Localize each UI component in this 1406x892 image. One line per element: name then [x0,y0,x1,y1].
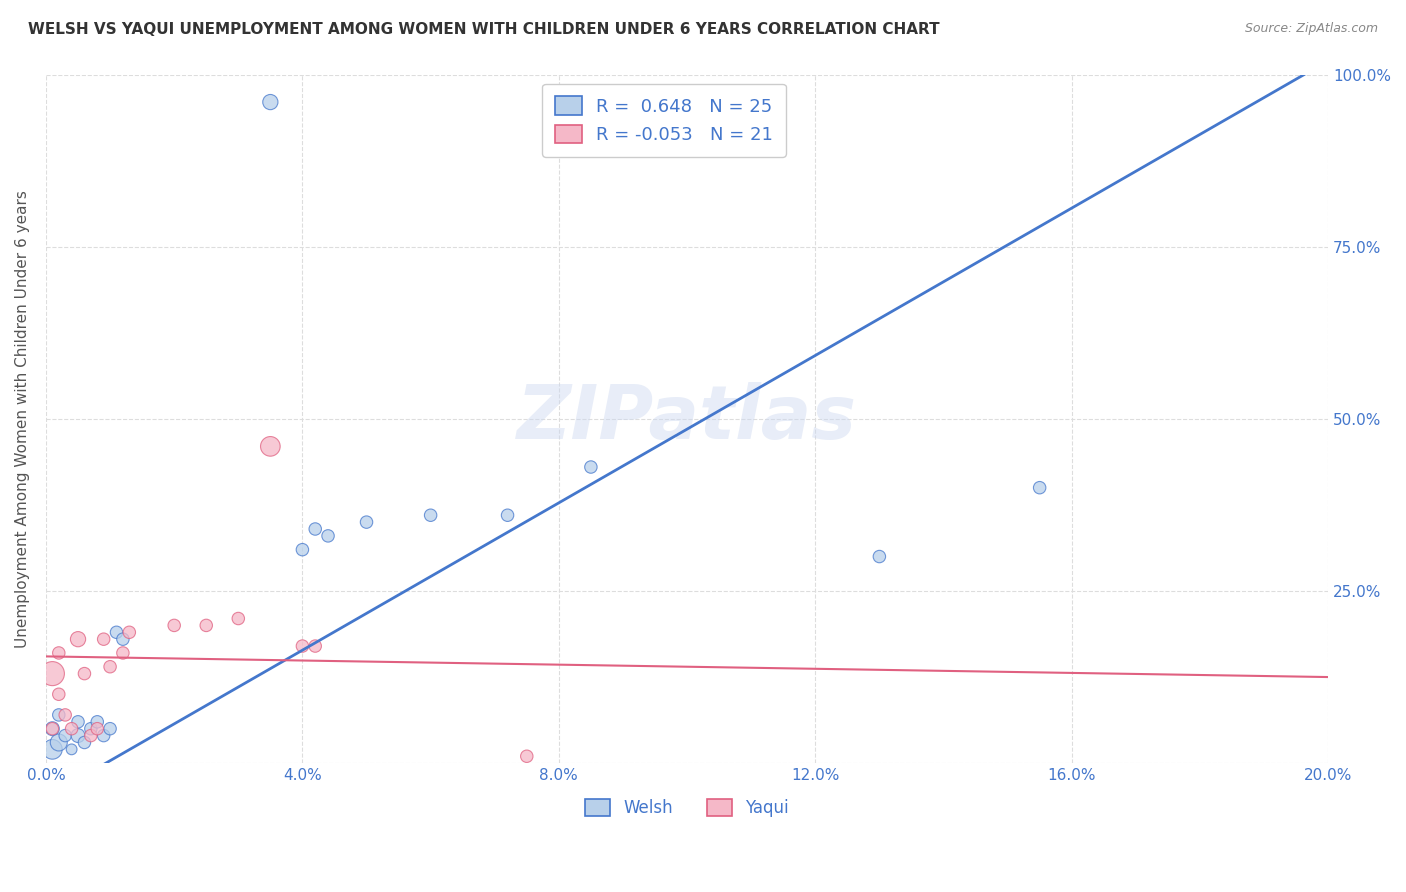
Point [259,439,281,453]
Point [48,687,70,701]
Text: ZIPatlas: ZIPatlas [517,383,858,455]
Point [73,735,96,749]
Point [93,632,115,647]
Point [868,549,890,564]
Point [80,722,103,736]
Point [41,722,63,736]
Point [98,722,121,736]
Point [195,618,218,632]
Point [105,625,128,640]
Point [291,542,314,557]
Point [118,625,141,640]
Point [304,639,326,653]
Text: Source: ZipAtlas.com: Source: ZipAtlas.com [1244,22,1378,36]
Point [86,722,108,736]
Point [66,729,89,743]
Point [48,707,70,722]
Point [516,749,538,764]
Point [86,714,108,729]
Point [1028,481,1050,495]
Point [48,735,70,749]
Point [304,522,326,536]
Point [53,707,76,722]
Point [41,742,63,756]
Point [80,729,103,743]
Point [259,95,281,109]
Point [60,742,83,756]
Point [93,729,115,743]
Point [316,529,339,543]
Point [419,508,441,523]
Point [53,729,76,743]
Point [66,632,89,647]
Point [111,646,134,660]
Point [66,714,89,729]
Text: WELSH VS YAQUI UNEMPLOYMENT AMONG WOMEN WITH CHILDREN UNDER 6 YEARS CORRELATION : WELSH VS YAQUI UNEMPLOYMENT AMONG WOMEN … [28,22,939,37]
Point [98,659,121,673]
Point [579,460,602,475]
Point [496,508,519,523]
Point [41,722,63,736]
Point [163,618,186,632]
Point [291,639,314,653]
Point [356,515,378,529]
Point [111,632,134,647]
Y-axis label: Unemployment Among Women with Children Under 6 years: Unemployment Among Women with Children U… [15,190,30,648]
Point [48,646,70,660]
Legend: Welsh, Yaqui: Welsh, Yaqui [579,792,796,823]
Point [73,666,96,681]
Point [226,611,249,625]
Point [41,666,63,681]
Point [60,722,83,736]
